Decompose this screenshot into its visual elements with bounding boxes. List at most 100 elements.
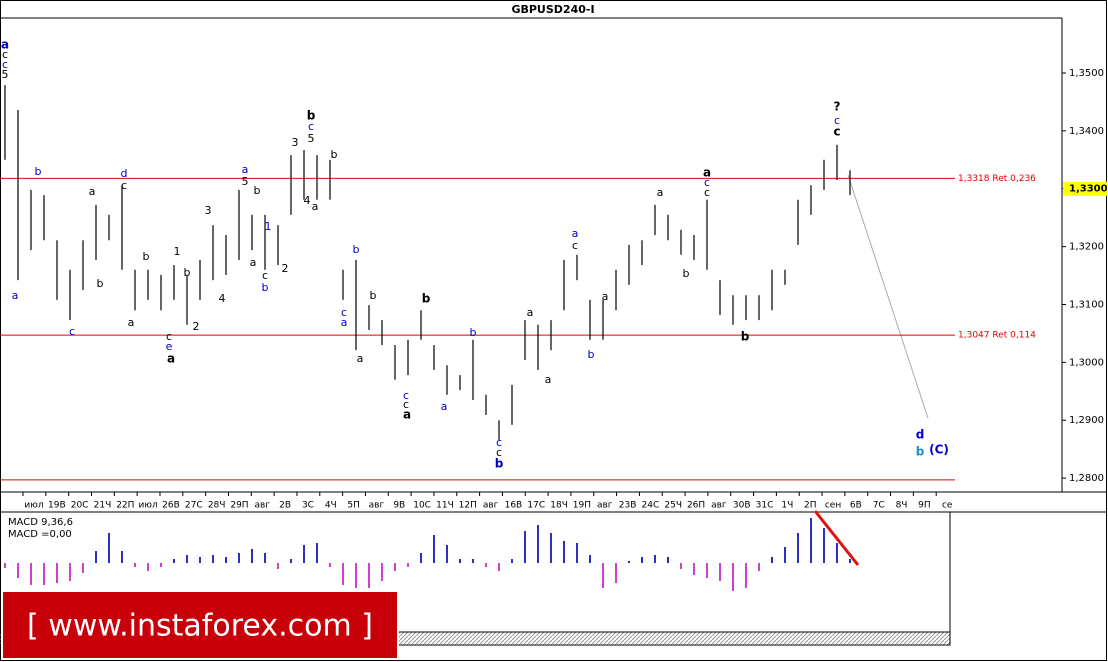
- x-tick-label: 18Ч: [550, 501, 568, 511]
- wave-label: a: [12, 289, 19, 302]
- wave-label: a: [527, 306, 534, 319]
- wave-label: 2: [193, 320, 200, 333]
- macd-title: MACD 9,36,6: [8, 517, 73, 528]
- x-tick-label: 26П: [687, 501, 705, 511]
- wave-label: b: [495, 457, 504, 471]
- x-tick-label: 28Ч: [208, 501, 226, 511]
- divergence-arrow: [813, 510, 860, 566]
- wave-label: b: [35, 165, 42, 178]
- x-tick-label: авг: [483, 501, 499, 511]
- wave-label: a: [312, 200, 319, 213]
- wave-label: b: [143, 250, 150, 263]
- y-tick-label: 1,3100: [1069, 299, 1104, 310]
- x-tick-label: сен: [825, 501, 841, 511]
- x-tick-label: се: [942, 501, 953, 511]
- wave-label: a: [602, 290, 609, 303]
- x-tick-label: 5П: [347, 501, 360, 511]
- wave-label: ?: [834, 100, 841, 114]
- wave-label: c: [2, 48, 8, 61]
- wave-label: c: [704, 186, 710, 199]
- wave-label: c: [308, 120, 314, 133]
- x-tick-label: 12П: [459, 501, 477, 511]
- y-tick-label: 1,2800: [1069, 473, 1104, 484]
- y-tick-label: 1,3000: [1069, 357, 1104, 368]
- wave-label: c: [496, 446, 502, 459]
- x-tick-label: 23В: [619, 501, 637, 511]
- watermark-box: [1, 590, 399, 660]
- watermark[interactable]: [ www.instaforex.com ]: [27, 609, 373, 644]
- wave-label: a: [89, 185, 96, 198]
- wave-label: a: [545, 373, 552, 386]
- x-tick-label: авг: [711, 501, 727, 511]
- wave-label: b: [588, 348, 595, 361]
- x-tick-label: 4Ч: [325, 501, 337, 511]
- wave-label: a: [572, 227, 579, 240]
- wave-label: b: [683, 267, 690, 280]
- x-tick-label: 17С: [527, 501, 545, 511]
- x-tick-label: 19В: [48, 501, 66, 511]
- x-tick-label: 31С: [756, 501, 774, 511]
- x-tick-label: 27С: [185, 501, 203, 511]
- wave-label: 3: [292, 136, 299, 149]
- projection-line: [847, 174, 929, 419]
- wave-label: a: [250, 256, 257, 269]
- wave-label: b: [422, 292, 431, 306]
- x-tick-label: 9В: [393, 501, 405, 511]
- wave-label: a: [403, 408, 411, 422]
- wave-label: 1: [174, 245, 181, 258]
- wave-label: a: [128, 316, 135, 329]
- last-price-box: [1063, 181, 1107, 196]
- y-tick-label: 1,2900: [1069, 415, 1104, 426]
- y-tick-label: 1,3500: [1069, 68, 1104, 79]
- wave-label: b: [370, 289, 377, 302]
- wave-label: b: [331, 148, 338, 161]
- wave-label: c: [262, 269, 268, 282]
- level-label: 1,3318 Ret 0,236: [958, 174, 1036, 184]
- wave-label: b: [307, 109, 316, 123]
- wave-label: c: [403, 389, 409, 402]
- wave-label: a: [441, 400, 448, 413]
- wave-label: c: [69, 325, 75, 338]
- level-label: 1,3047 Ret 0,114: [958, 331, 1036, 341]
- x-tick-label: 29П: [230, 501, 248, 511]
- wave-label: a: [341, 316, 348, 329]
- wave-label: b: [97, 277, 104, 290]
- wave-label: 5: [308, 132, 315, 145]
- x-tick-label: авг: [255, 501, 271, 511]
- wave-label: c: [704, 176, 710, 189]
- wave-label: a: [1, 38, 9, 52]
- x-tick-label: 30В: [733, 501, 751, 511]
- wave-label: b: [470, 326, 477, 339]
- wave-label: a: [657, 186, 664, 199]
- wave-label: b: [184, 266, 191, 279]
- x-tick-label: 26В: [162, 501, 180, 511]
- macd-value: MACD =0,00: [8, 529, 72, 540]
- wave-label: c: [121, 179, 127, 192]
- x-tick-label: 20С: [71, 501, 89, 511]
- x-tick-label: авг: [597, 501, 613, 511]
- wave-label: c: [2, 58, 8, 71]
- wave-label: c: [341, 306, 347, 319]
- wave-label: b: [254, 184, 261, 197]
- x-tick-label: 24С: [642, 501, 660, 511]
- wave-label: c: [496, 436, 502, 449]
- y-tick-label: 1,3400: [1069, 126, 1104, 137]
- chart-title: GBPUSD240-I: [511, 3, 594, 16]
- x-tick-label: 1Ч: [781, 501, 793, 511]
- x-tick-label: 7С: [873, 501, 885, 511]
- wave-label: c: [572, 239, 578, 252]
- wave-label: c: [166, 330, 172, 343]
- x-tick-label: 21Ч: [94, 501, 112, 511]
- wave-label: d: [916, 428, 925, 442]
- wave-label: c: [403, 398, 409, 411]
- wave-label: 4: [219, 292, 226, 305]
- wave-label: b: [741, 330, 750, 344]
- x-tick-label: 19П: [573, 501, 591, 511]
- wave-label: a: [703, 166, 711, 180]
- wave-label: 3: [205, 204, 212, 217]
- wave-label: b: [262, 281, 269, 294]
- wave-label: a: [357, 352, 364, 365]
